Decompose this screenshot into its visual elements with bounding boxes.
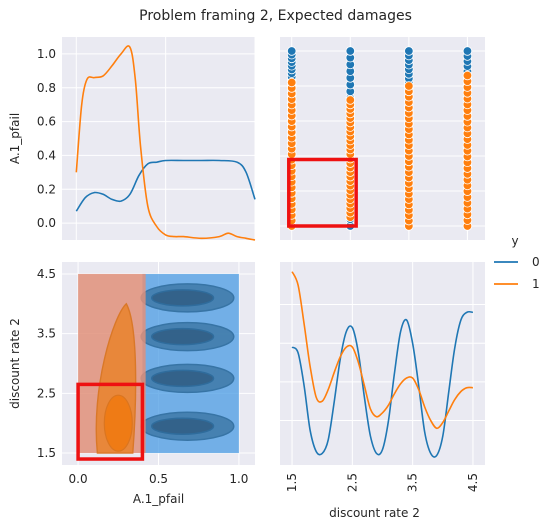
legend-label: 0	[532, 255, 540, 269]
contour-1-core	[103, 394, 133, 452]
scatter-point-series-0	[287, 46, 297, 56]
scatter-point-series-0	[462, 46, 473, 56]
bottom-right-x-tick-label: 1.5	[285, 473, 299, 492]
kde-line-series-1	[75, 45, 256, 241]
top-left-y-tick-label: 0.4	[37, 148, 56, 162]
top-left-y-axis-label: A.1_pfail	[8, 113, 22, 164]
contour-0-core	[150, 369, 215, 388]
top-left-y-tick-label: 0.0	[37, 216, 56, 230]
contour-0-core	[150, 327, 215, 346]
scatter-point-series-1	[404, 81, 414, 91]
scatter-series-1	[287, 70, 473, 231]
kde-line-series-0	[291, 310, 473, 458]
bottom-left-y-tick-label: 4.5	[37, 267, 56, 281]
scatter-point-series-1	[287, 77, 297, 88]
legend-title: y	[511, 234, 518, 248]
panel-bottom-right	[280, 262, 485, 465]
top-left-y-tick-label: 0.2	[37, 182, 56, 196]
bottom-left-y-tick-label: 3.5	[37, 327, 56, 341]
kde-line-series-0	[75, 159, 256, 212]
legend	[494, 261, 518, 285]
bottom-right-x-tick-label: 2.5	[345, 473, 359, 492]
bottom-right-x-tick-label: 4.5	[466, 473, 480, 492]
bottom-left-x-axis-label: A.1_pfail	[133, 492, 184, 506]
scatter-point-series-1	[345, 95, 355, 105]
figure-title: Problem framing 2, Expected damages	[139, 8, 412, 24]
scatter-point-series-0	[345, 46, 355, 56]
kde-line-series-1	[291, 271, 473, 430]
bottom-left-x-tick-label: 0.5	[149, 472, 168, 486]
bottom-left-highlight-box	[76, 382, 145, 461]
top-left-y-tick-label: 0.6	[37, 115, 56, 129]
bottom-right-x-axis-label: discount rate 2	[329, 506, 420, 520]
bottom-left-x-tick-label: 0.0	[69, 472, 88, 486]
top-left-y-tick-label: 0.8	[37, 81, 56, 95]
contour-group	[78, 273, 239, 454]
bottom-left-x-tick-label: 1.0	[229, 472, 248, 486]
bottom-left-y-tick-label: 1.5	[37, 446, 56, 460]
top-left-y-tick-label: 1.0	[37, 47, 56, 61]
panel-top-left	[62, 37, 255, 240]
top-right-highlight-box	[287, 157, 358, 228]
bottom-left-y-tick-label: 2.5	[37, 386, 56, 400]
legend-label: 1	[532, 277, 540, 291]
contour-0-core	[150, 289, 215, 307]
scatter-point-series-0	[404, 46, 414, 56]
contour-0-core	[150, 417, 215, 435]
panel-top-right	[280, 37, 485, 240]
bottom-right-x-tick-label: 3.5	[406, 473, 420, 492]
scatter-point-series-1	[462, 70, 473, 81]
bottom-left-y-axis-label: discount rate 2	[8, 318, 22, 409]
